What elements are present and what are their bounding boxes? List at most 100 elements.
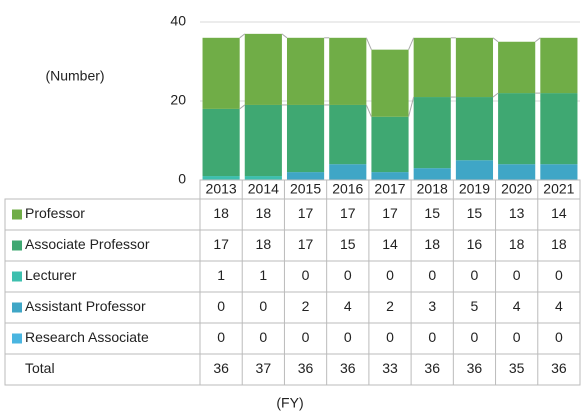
table-cell: 35 [509, 360, 525, 376]
x-axis-label: (FY) [276, 395, 303, 411]
table-cell: 2 [386, 298, 394, 314]
table-cell: 0 [259, 298, 267, 314]
table-cell: 3 [428, 298, 436, 314]
bar-segment [371, 49, 409, 117]
table-cell: 0 [217, 329, 225, 345]
table-cell: 16 [467, 236, 483, 252]
legend-swatch [12, 240, 22, 251]
table-cell: 36 [467, 360, 483, 376]
table-cell: 17 [298, 205, 314, 221]
table-cell: 17 [340, 205, 356, 221]
bar-segment [244, 104, 282, 177]
table-cell: 18 [256, 205, 272, 221]
x-tick-label: 2019 [459, 181, 490, 197]
legend-label: Research Associate [25, 329, 149, 345]
table-cell: 0 [428, 329, 436, 345]
connector-line [534, 37, 541, 43]
table-cell: 0 [513, 329, 521, 345]
table-cell: 0 [344, 267, 352, 283]
bar-segment [286, 172, 325, 180]
x-tick-label: 2014 [248, 181, 279, 197]
table-cell: 5 [471, 298, 479, 314]
table-cell: 4 [513, 298, 521, 314]
connector-line [239, 104, 246, 110]
table-cell: 0 [428, 267, 436, 283]
connector-line [492, 37, 499, 43]
x-tick-label: 2021 [543, 181, 574, 197]
legend-label: Professor [25, 205, 85, 221]
y-tick-label: 40 [170, 13, 186, 29]
x-tick-label: 2015 [290, 181, 321, 197]
x-tick-label: 2020 [501, 181, 532, 197]
connector-line [365, 37, 372, 50]
bar-segment [286, 37, 325, 105]
bar-segment [540, 93, 578, 165]
bar-segment [286, 104, 325, 173]
bar-segment [455, 37, 494, 98]
table-cell: 14 [382, 236, 398, 252]
total-label: Total [25, 360, 55, 376]
bar-segment [455, 97, 494, 161]
table-cell: 33 [382, 360, 398, 376]
table-cell: 36 [340, 360, 356, 376]
legend-label: Assistant Professor [25, 298, 146, 314]
table-cell: 13 [509, 205, 525, 221]
table-cell: 0 [555, 329, 563, 345]
table-cell: 18 [256, 236, 272, 252]
table-cell: 0 [302, 267, 310, 283]
legend-swatch [12, 333, 22, 344]
bar-segment [413, 168, 451, 180]
connector-line [239, 33, 246, 39]
table-cell: 36 [551, 360, 567, 376]
table-cell: 14 [551, 205, 567, 221]
table-cell: 4 [555, 298, 563, 314]
y-tick-label: 0 [178, 171, 186, 187]
connector-line [408, 37, 415, 50]
table-cell: 0 [386, 329, 394, 345]
bar-segment [540, 37, 578, 94]
table-cell: 0 [217, 298, 225, 314]
table-cell: 0 [471, 267, 479, 283]
table-cell: 15 [424, 205, 440, 221]
table-cell: 36 [298, 360, 314, 376]
legend-label: Associate Professor [25, 236, 150, 252]
bar-segment [413, 97, 451, 169]
table-cell: 0 [259, 329, 267, 345]
bar-segment [244, 33, 282, 105]
connector-line [365, 104, 372, 117]
x-tick-label: 2013 [206, 181, 237, 197]
bar-segment [455, 160, 494, 180]
table-cell: 2 [302, 298, 310, 314]
table-cell: 37 [256, 360, 272, 376]
bar-segment [540, 164, 578, 180]
bar-segment [202, 37, 240, 109]
bar-segment [498, 93, 536, 165]
x-tick-label: 2018 [417, 181, 448, 197]
bar-segment [244, 176, 282, 180]
table-cell: 18 [213, 205, 229, 221]
table-cell: 0 [513, 267, 521, 283]
table-cell: 18 [424, 236, 440, 252]
table-cell: 0 [344, 329, 352, 345]
table-cell: 15 [340, 236, 356, 252]
table-cell: 0 [302, 329, 310, 345]
bar-segment [371, 172, 409, 180]
table-cell: 4 [344, 298, 352, 314]
table-cell: 18 [509, 236, 525, 252]
legend-swatch [12, 271, 22, 282]
table-cell: 0 [471, 329, 479, 345]
connector-line [281, 33, 288, 39]
legend-swatch [12, 302, 22, 313]
table-cell: 36 [424, 360, 440, 376]
table-cell: 17 [298, 236, 314, 252]
table-cell: 15 [467, 205, 483, 221]
bar-segment [413, 37, 451, 98]
table-cell: 17 [382, 205, 398, 221]
y-axis-label: (Number) [45, 68, 104, 84]
x-tick-label: 2017 [374, 181, 405, 197]
table-cell: 0 [555, 267, 563, 283]
bar-segment [329, 104, 367, 165]
connector-line [408, 96, 415, 117]
y-tick-label: 20 [170, 92, 186, 108]
